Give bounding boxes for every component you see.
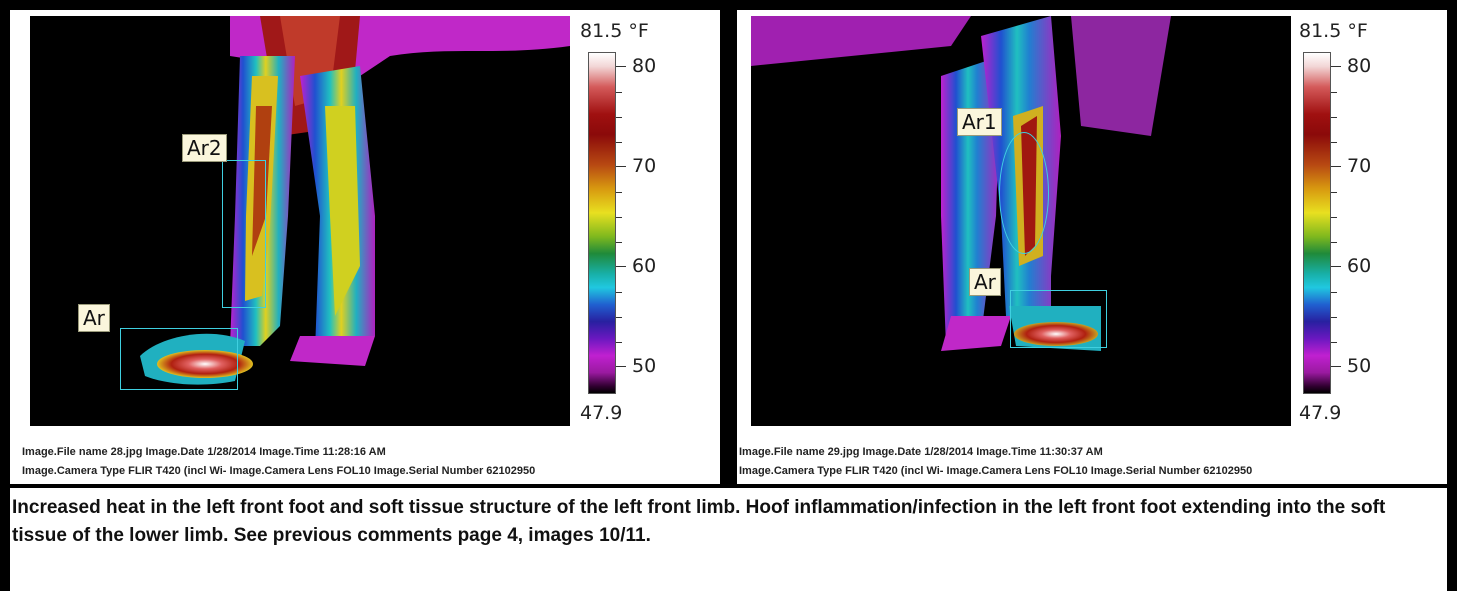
roi-label-ar: Ar <box>969 268 1001 296</box>
scale-tick-label: 50 <box>1347 355 1372 377</box>
scale-tick-label: 70 <box>632 155 657 177</box>
scale-max-label: 81.5 °F <box>1299 20 1368 42</box>
roi-label-ar: Ar <box>78 304 110 332</box>
scale-tick-label: 70 <box>1347 155 1372 177</box>
findings-caption: Increased heat in the left front foot an… <box>12 497 1386 546</box>
scale-min-label: 47.9 <box>1299 402 1342 424</box>
scale-ticks: 80 70 60 50 <box>1331 52 1371 392</box>
caption-box: Increased heat in the left front foot an… <box>10 488 1447 591</box>
scale-tick-label: 50 <box>632 355 657 377</box>
image-meta-line-1: Image.File name 28.jpg Image.Date 1/28/2… <box>22 446 386 458</box>
thermal-panel-left: Ar2 Ar 81.5 °F 80 70 60 50 47.9 Image.Fi… <box>10 10 720 484</box>
scale-max-label: 81.5 °F <box>580 20 649 42</box>
scale-tick-label: 60 <box>632 255 657 277</box>
roi-box-ar <box>1010 290 1107 348</box>
thermal-panel-right: Ar1 Ar 81.5 °F 80 70 60 50 47.9 Image.Fi… <box>737 10 1447 484</box>
image-meta-line-2: Image.Camera Type FLIR T420 (incl Wi- Im… <box>739 465 1253 477</box>
scale-ticks: 80 70 60 50 <box>616 52 656 392</box>
scale-tick-label: 80 <box>632 55 657 77</box>
thermal-image-right <box>751 16 1291 426</box>
roi-label-ar1: Ar1 <box>957 108 1002 136</box>
roi-box-ar2 <box>222 160 266 308</box>
scale-tick-label: 80 <box>1347 55 1372 77</box>
thermal-image-left <box>30 16 570 426</box>
thermal-image-left-graphic <box>30 16 570 426</box>
roi-label-ar2: Ar2 <box>182 134 227 162</box>
image-meta-line-2: Image.Camera Type FLIR T420 (incl Wi- Im… <box>22 465 536 477</box>
scale-min-label: 47.9 <box>580 402 623 424</box>
thermal-image-right-graphic <box>751 16 1291 426</box>
image-meta-line-1: Image.File name 29.jpg Image.Date 1/28/2… <box>739 446 1103 458</box>
roi-ellipse-ar1 <box>999 132 1049 254</box>
color-scale-bar <box>1303 52 1331 394</box>
scale-tick-label: 60 <box>1347 255 1372 277</box>
roi-box-ar <box>120 328 238 390</box>
color-scale-bar <box>588 52 616 394</box>
